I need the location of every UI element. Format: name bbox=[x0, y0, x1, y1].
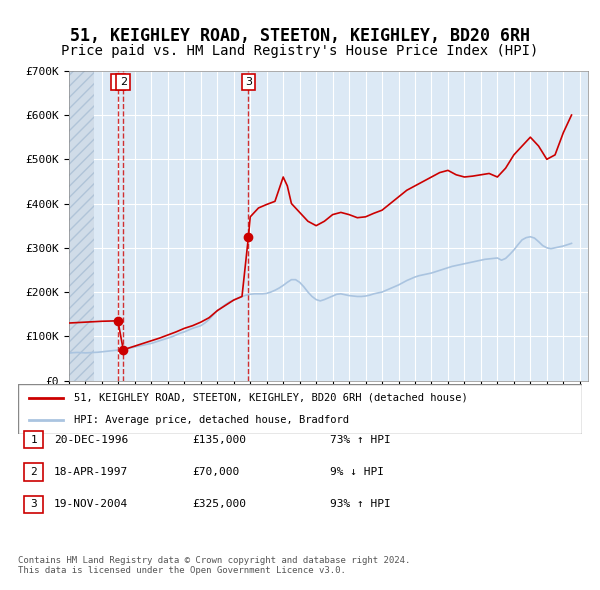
Text: 51, KEIGHLEY ROAD, STEETON, KEIGHLEY, BD20 6RH: 51, KEIGHLEY ROAD, STEETON, KEIGHLEY, BD… bbox=[70, 27, 530, 45]
Text: HPI: Average price, detached house, Bradford: HPI: Average price, detached house, Brad… bbox=[74, 415, 349, 425]
Text: 19-NOV-2004: 19-NOV-2004 bbox=[54, 500, 128, 509]
Text: £135,000: £135,000 bbox=[192, 435, 246, 444]
Text: 2: 2 bbox=[119, 77, 127, 87]
Text: Contains HM Land Registry data © Crown copyright and database right 2024.
This d: Contains HM Land Registry data © Crown c… bbox=[18, 556, 410, 575]
Text: 2: 2 bbox=[30, 467, 37, 477]
FancyBboxPatch shape bbox=[18, 384, 582, 434]
Text: 9% ↓ HPI: 9% ↓ HPI bbox=[330, 467, 384, 477]
Text: 73% ↑ HPI: 73% ↑ HPI bbox=[330, 435, 391, 444]
Text: 3: 3 bbox=[245, 77, 252, 87]
Text: 3: 3 bbox=[30, 500, 37, 509]
Text: 1: 1 bbox=[30, 435, 37, 444]
Text: 20-DEC-1996: 20-DEC-1996 bbox=[54, 435, 128, 444]
Text: 1: 1 bbox=[115, 77, 121, 87]
Text: Price paid vs. HM Land Registry's House Price Index (HPI): Price paid vs. HM Land Registry's House … bbox=[61, 44, 539, 58]
Text: 93% ↑ HPI: 93% ↑ HPI bbox=[330, 500, 391, 509]
Text: £70,000: £70,000 bbox=[192, 467, 239, 477]
Text: 18-APR-1997: 18-APR-1997 bbox=[54, 467, 128, 477]
Text: £325,000: £325,000 bbox=[192, 500, 246, 509]
Text: 51, KEIGHLEY ROAD, STEETON, KEIGHLEY, BD20 6RH (detached house): 51, KEIGHLEY ROAD, STEETON, KEIGHLEY, BD… bbox=[74, 392, 468, 402]
